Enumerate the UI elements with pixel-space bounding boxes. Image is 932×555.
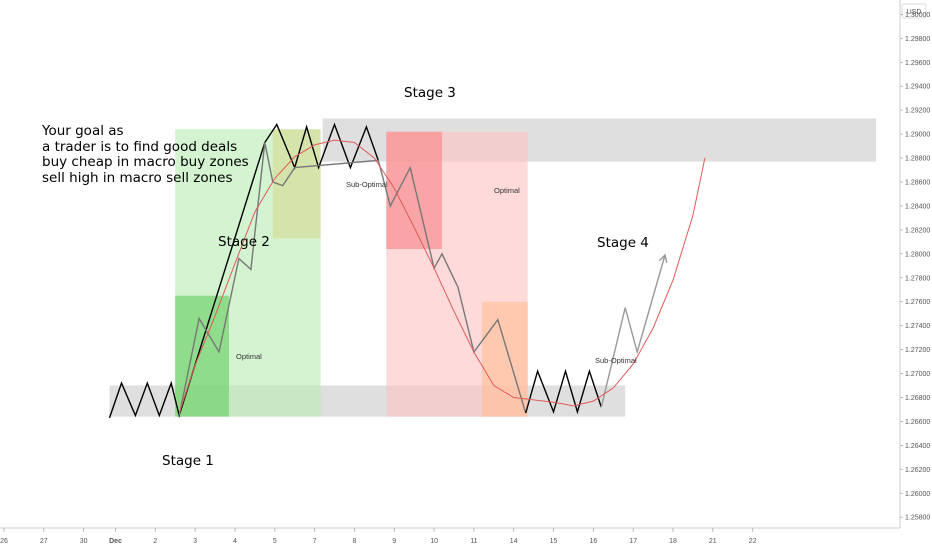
x-tick-label: 16 (590, 538, 598, 545)
currency-badge[interactable] (901, 3, 927, 19)
axes-layer: USD 1.300001.298001.296001.294001.292001… (0, 0, 930, 545)
x-tick-label: 14 (510, 538, 518, 545)
goal-text-line-3: buy cheap in macro buy zones (42, 154, 249, 170)
y-tick-label: 1.29600 (905, 60, 930, 67)
stage-2-label: Stage 2 (218, 234, 270, 250)
x-tick-label: 26 (0, 538, 8, 545)
sell-suboptimal-label: Sub-Optimal (595, 356, 637, 365)
stage-3-label: Stage 3 (404, 85, 456, 101)
y-tick-label: 1.28400 (905, 203, 930, 210)
y-tick-label: 1.25800 (905, 515, 930, 522)
buy-optimal-label: Optimal (236, 352, 262, 361)
sell-optimal-label: Optimal (494, 186, 520, 195)
y-tick-label: 1.27600 (905, 299, 930, 306)
y-tick-label: 1.27400 (905, 323, 930, 330)
zones-layer (109, 118, 877, 417)
y-tick-label: 1.28600 (905, 180, 930, 187)
series-layer (108, 122, 706, 419)
y-tick-label: 1.28000 (905, 251, 930, 258)
x-tick-label: 8 (352, 538, 356, 545)
x-tick-label: 15 (550, 538, 558, 545)
y-tick-label: 1.29000 (905, 132, 930, 139)
x-tick-label: 7 (313, 538, 317, 545)
goal-text-line-1: Your goal as (41, 123, 124, 139)
x-tick-label: 5 (273, 538, 277, 545)
x-tick-label: 2 (153, 538, 157, 545)
goal-text-line-2: a trader is to find good deals (42, 139, 237, 155)
y-ticks: 1.30000 1.29800 1.29600 1.29400 1.29200 1.290… (900, 12, 930, 522)
series-trend-curve (178, 139, 706, 414)
y-tick-label: 1.28800 (905, 156, 930, 163)
y-tick-label: 1.26200 (905, 467, 930, 474)
projection-arrowhead (658, 253, 668, 263)
x-tick-label: 4 (233, 538, 237, 545)
series-price-gray (178, 142, 527, 416)
x-tick-label: 30 (80, 538, 88, 545)
annotations-layer: Your goal as a trader is to find good de… (41, 85, 649, 469)
zone-buy-optimal-3 (175, 295, 229, 417)
y-tick-label: 1.26600 (905, 419, 930, 426)
y-tick-label: 1.26000 (905, 491, 930, 498)
x-tick-label: 27 (40, 538, 48, 545)
currency-label: USD (907, 9, 922, 16)
y-tick-label: 1.29200 (905, 108, 930, 115)
goal-text-line-4: sell high in macro sell zones (42, 170, 232, 186)
y-tick-label: 1.27200 (905, 347, 930, 354)
y-tick-label: 1.29800 (905, 36, 930, 43)
y-tick-label: 1.27800 (905, 275, 930, 282)
x-tick-label: 17 (629, 538, 637, 545)
y-tick-label: 1.30000 (905, 12, 930, 19)
series-price-black-bottom (525, 368, 602, 415)
stage-4-label: Stage 4 (597, 235, 649, 251)
y-tick-label: 1.26800 (905, 395, 930, 402)
y-tick-label: 1.27000 (905, 371, 930, 378)
y-tick-label: 1.29400 (905, 84, 930, 91)
y-tick-label: 1.26400 (905, 443, 930, 450)
x-tick-label: Dec (109, 538, 122, 545)
x-tick-label: 11 (470, 538, 477, 545)
stage-1-label: Stage 1 (162, 453, 214, 469)
zone-sell-optimal-6 (386, 131, 443, 249)
series-price-black (108, 122, 379, 419)
x-tick-label: 21 (709, 538, 717, 545)
x-tick-label: 3 (193, 538, 197, 545)
zone-sell-suboptimal-7 (481, 301, 528, 417)
y-tick-label: 1.28200 (905, 227, 930, 234)
x-tick-label: 9 (392, 538, 396, 545)
x-ticks: 26 27 30 Dec 2 3 4 5 7 8 9 10 11 14 15 16 17 18 21 22 (0, 528, 757, 545)
buy-suboptimal-label: Sub-Optimal (346, 180, 388, 189)
x-tick-label: 10 (430, 538, 438, 545)
x-tick-label: 18 (669, 538, 677, 545)
x-tick-label: 22 (749, 538, 757, 545)
series-projection-gray (600, 254, 666, 408)
